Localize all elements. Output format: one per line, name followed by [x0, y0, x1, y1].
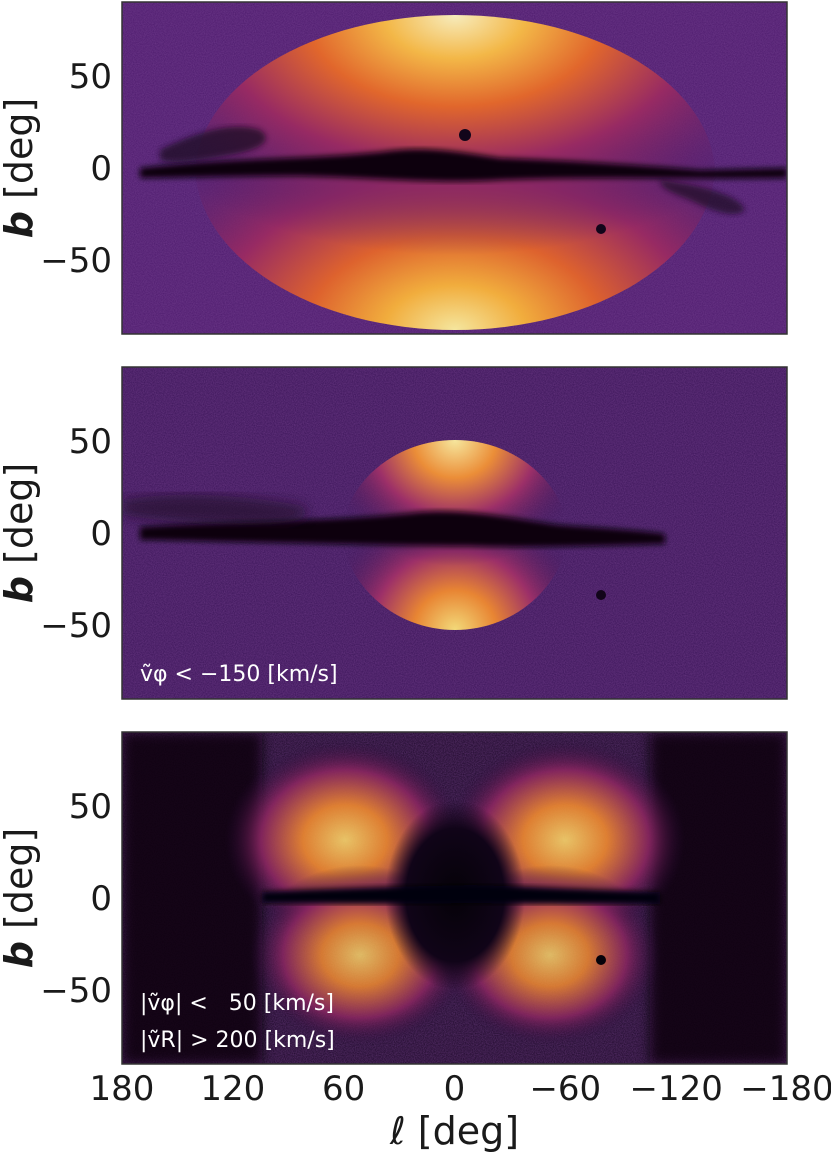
x-tick-label: 120: [200, 1069, 265, 1109]
y-tick-label: −50: [40, 241, 112, 281]
y-axis-label: b [deg]: [0, 463, 41, 604]
panel1-dust-lane: [140, 149, 787, 182]
x-tick-label: −180: [740, 1069, 831, 1109]
panel1-dust-clouds-right: [660, 180, 745, 215]
panel3-annotation-vr: |ṽR| > 200 [km/s]: [140, 1028, 335, 1053]
panel3-dust-lane: [262, 885, 660, 904]
x-axis-label: ℓ [deg]: [389, 1109, 519, 1153]
x-tick-label: 0: [444, 1069, 466, 1109]
y-tick-label: 0: [90, 514, 112, 554]
y-tick-label: 0: [90, 879, 112, 919]
panel2-dark-region-left: [122, 494, 308, 525]
panel3-dark-spot: [596, 955, 606, 965]
panel1-dark-spot-2: [459, 129, 471, 141]
panel2-dust-lane: [140, 511, 665, 547]
y-axis-label: b [deg]: [0, 828, 41, 969]
y-axis-unit: [deg]: [0, 98, 41, 211]
panel3-dark-left: [122, 732, 262, 1064]
panel1-dust-clouds-left: [160, 126, 266, 163]
x-tick-label: 180: [90, 1069, 155, 1109]
y-tick-label: 50: [69, 422, 112, 462]
x-axis-variable: ℓ: [389, 1109, 406, 1153]
y-tick-label: −50: [40, 606, 112, 646]
panel2-annotation: ṽφ < −150 [km/s]: [140, 662, 338, 687]
y-axis-variable: b: [0, 941, 41, 968]
panel1-dark-spot: [596, 224, 606, 234]
y-tick-label: 50: [69, 57, 112, 97]
x-tick-label: −120: [629, 1069, 722, 1109]
y-axis-variable: b: [0, 576, 41, 603]
y-axis-label: b [deg]: [0, 98, 41, 239]
x-tick-label: 60: [322, 1069, 365, 1109]
panel3-dark-right: [650, 732, 787, 1064]
y-tick-label: 0: [90, 149, 112, 189]
panel3-frame: [121, 731, 788, 1065]
panel2-frame: [121, 366, 788, 700]
y-axis-unit: [deg]: [0, 463, 41, 576]
panel-radial: |ṽφ| < 50 [km/s] |ṽR| > 200 [km/s]: [121, 731, 788, 1065]
panel1-frame: [121, 1, 788, 335]
panel3-annotation-vphi: |ṽφ| < 50 [km/s]: [140, 991, 334, 1016]
y-tick-label: −50: [40, 971, 112, 1011]
y-tick-label: 50: [69, 787, 112, 827]
axes-layer: 500−50b [deg]500−50b [deg]500−50b [deg]1…: [0, 57, 831, 1153]
panel2-dark-spot: [596, 590, 606, 600]
x-axis-unit: [deg]: [406, 1109, 519, 1153]
y-axis-unit: [deg]: [0, 828, 41, 941]
x-tick-label: −60: [529, 1069, 601, 1109]
panel-retrograde: ṽφ < −150 [km/s]: [121, 366, 788, 700]
y-axis-variable: b: [0, 211, 41, 238]
panel-all-stars: [121, 1, 788, 335]
